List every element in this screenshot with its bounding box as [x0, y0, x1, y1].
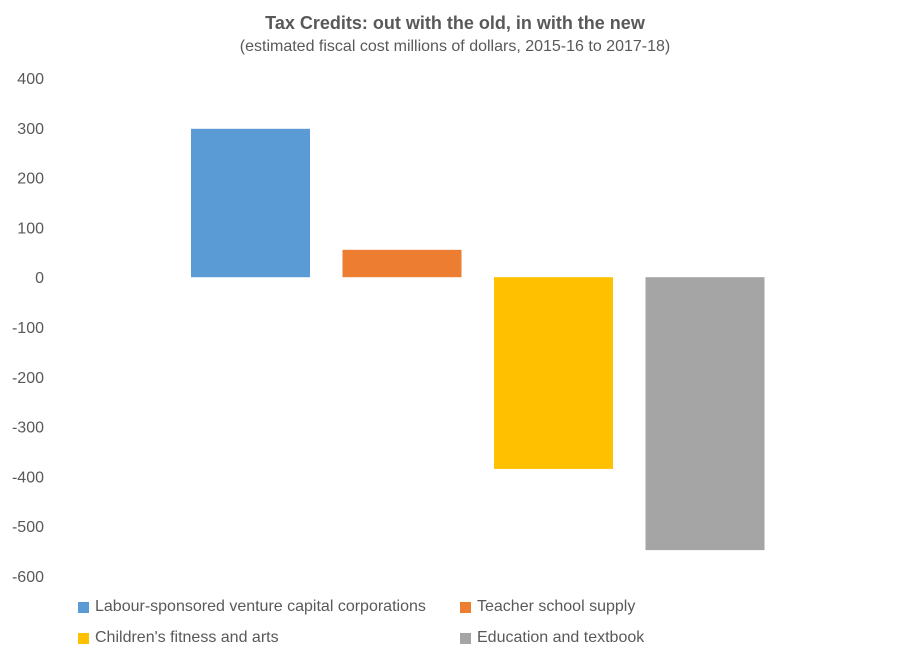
y-tick-label: -500 [12, 519, 44, 536]
bar-4 [645, 277, 765, 551]
chart-subtitle: (estimated fiscal cost millions of dolla… [239, 38, 671, 55]
y-tick-label: 200 [17, 171, 44, 188]
bar-3 [494, 277, 613, 469]
y-tick-label: 300 [17, 121, 44, 138]
y-tick-label: 100 [17, 220, 44, 237]
bar-2 [342, 249, 462, 278]
bar-1 [191, 128, 310, 278]
y-tick-label: -300 [12, 420, 44, 437]
y-tick-label: -400 [12, 469, 44, 486]
y-tick-label: -200 [12, 370, 44, 387]
y-tick-label: -600 [12, 569, 44, 586]
y-tick-label: 400 [17, 71, 44, 88]
y-tick-label: 0 [35, 270, 44, 287]
chart-title: Tax Credits: out with the old, in with t… [265, 13, 645, 33]
y-tick-label: -100 [12, 320, 44, 337]
